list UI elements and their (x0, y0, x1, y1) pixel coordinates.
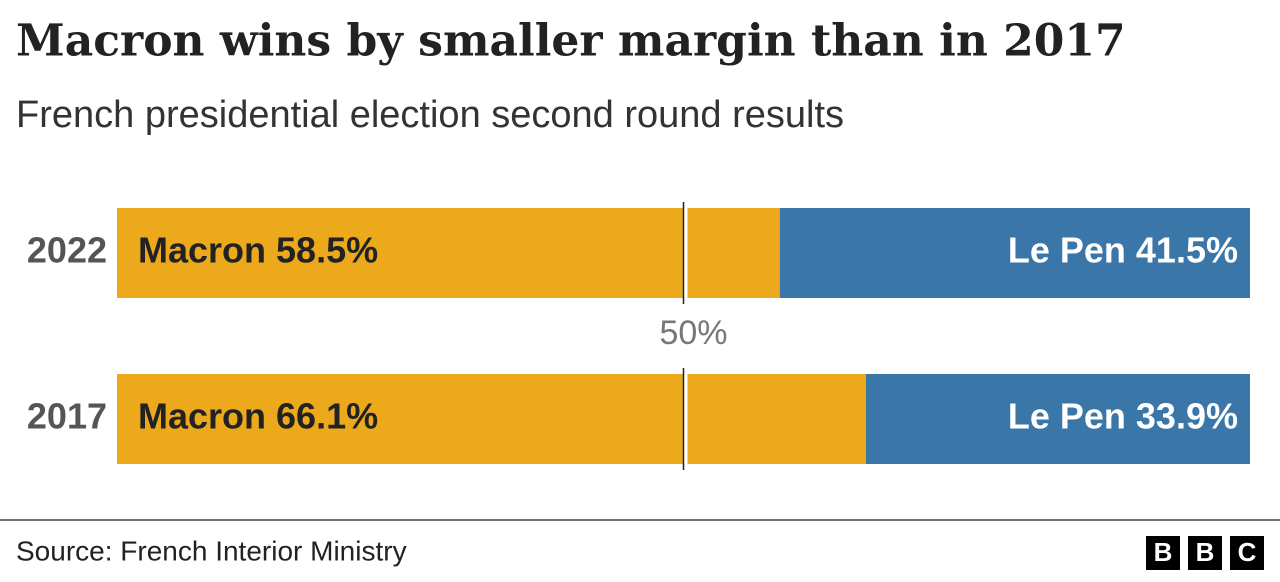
brand-letter: C (1238, 537, 1257, 567)
brand-box (1146, 536, 1180, 570)
brand-letter: B (1196, 537, 1215, 567)
data-label: Macron 66.1% (138, 396, 378, 437)
y-tick-label: 2017 (27, 396, 107, 437)
chart-title: Macron wins by smaller margin than in 20… (16, 16, 1126, 67)
chart-subtitle: French presidential election second roun… (16, 94, 844, 136)
data-label: Le Pen 33.9% (1008, 396, 1238, 437)
source: Source: French Interior Ministry (16, 535, 407, 566)
brand-letter: B (1154, 537, 1173, 567)
y-tick-label: 2022 (27, 230, 107, 271)
data-label: Macron 58.5% (138, 230, 378, 271)
brand-box (1230, 536, 1264, 570)
brand-box (1188, 536, 1222, 570)
bar-segment (779, 208, 1250, 298)
reference-label: 50% (659, 314, 727, 352)
data-label: Le Pen 41.5% (1008, 230, 1238, 271)
bar-segment (117, 374, 866, 464)
bar-segment (117, 208, 780, 298)
bar-segment (865, 374, 1250, 464)
